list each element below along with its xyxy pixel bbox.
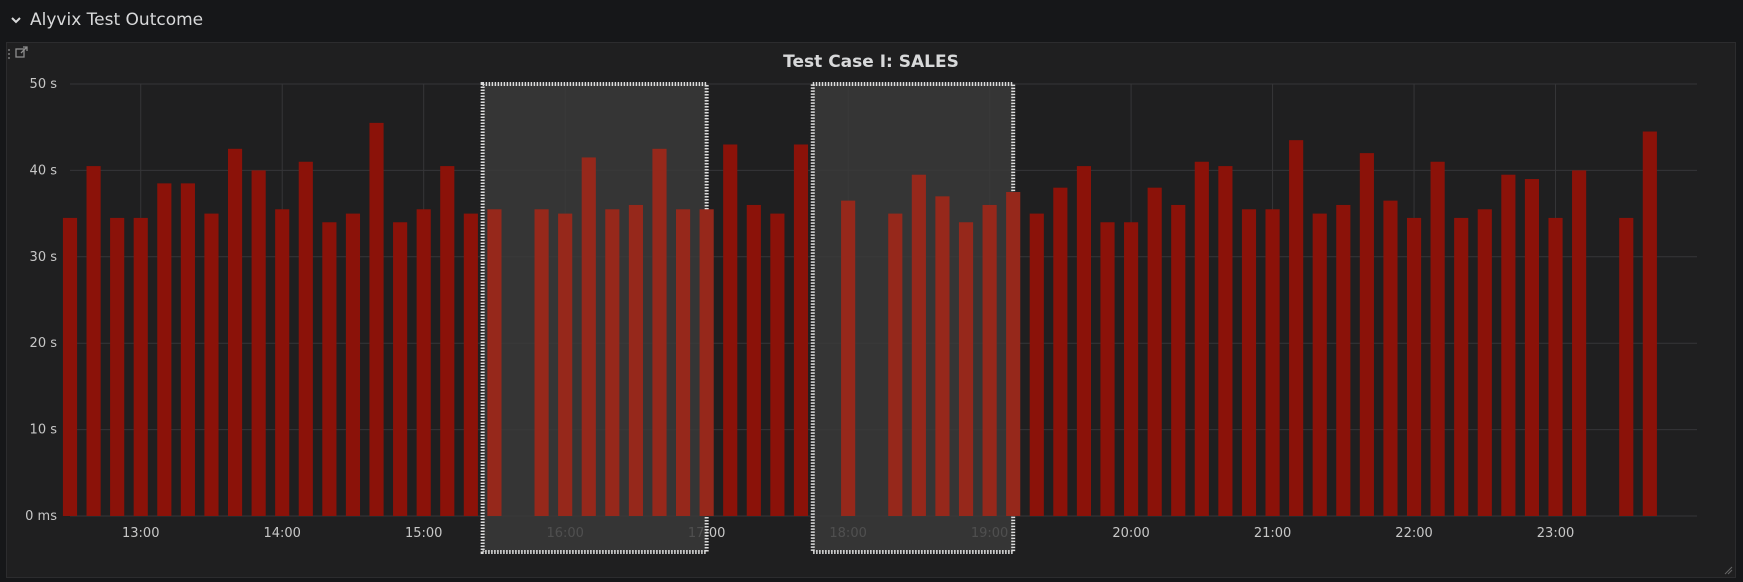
bar[interactable]: [982, 204, 997, 516]
bar[interactable]: [534, 209, 549, 516]
bar[interactable]: [1619, 217, 1634, 517]
panel-title: Test Case I: SALES: [783, 52, 959, 72]
bar[interactable]: [227, 148, 243, 517]
bar[interactable]: [298, 161, 313, 516]
drag-handle-icon[interactable]: [7, 47, 13, 61]
bar[interactable]: [1501, 174, 1516, 516]
y-tick-label: 10 s: [30, 423, 58, 438]
bar[interactable]: [841, 200, 856, 516]
x-tick-label: 23:00: [1537, 526, 1574, 541]
y-tick-label: 50 s: [30, 77, 58, 92]
chevron-down-icon[interactable]: [10, 14, 22, 26]
bar[interactable]: [1359, 153, 1374, 516]
bar[interactable]: [440, 166, 455, 516]
bar[interactable]: [958, 222, 974, 517]
bar[interactable]: [322, 222, 337, 517]
bar[interactable]: [793, 144, 809, 517]
bar[interactable]: [369, 122, 384, 516]
bar[interactable]: [1524, 179, 1540, 517]
bar[interactable]: [1124, 222, 1139, 517]
bar[interactable]: [1642, 131, 1657, 516]
bar[interactable]: [157, 183, 172, 517]
bar[interactable]: [110, 217, 125, 517]
bar[interactable]: [251, 170, 266, 516]
bar[interactable]: [581, 157, 596, 516]
bar[interactable]: [1100, 222, 1115, 517]
x-tick-label: 14:00: [263, 526, 300, 541]
bar[interactable]: [1053, 187, 1068, 516]
bar[interactable]: [628, 204, 643, 516]
bar[interactable]: [935, 196, 950, 516]
bar[interactable]: [1029, 213, 1044, 516]
x-tick-label: 15:00: [405, 526, 442, 541]
bar[interactable]: [204, 213, 219, 516]
bar[interactable]: [1194, 161, 1209, 516]
bar[interactable]: [699, 209, 714, 516]
bar[interactable]: [675, 209, 691, 516]
x-tick-label: 21:00: [1254, 526, 1291, 541]
bar[interactable]: [911, 174, 926, 516]
bar[interactable]: [487, 209, 502, 516]
bar[interactable]: [746, 204, 761, 516]
bar[interactable]: [345, 213, 361, 516]
bar[interactable]: [1406, 217, 1422, 517]
bar[interactable]: [1383, 200, 1398, 516]
bar[interactable]: [652, 148, 667, 517]
row-header[interactable]: Alyvix Test Outcome: [0, 0, 1743, 40]
bar[interactable]: [1454, 217, 1469, 517]
bar[interactable]: [1218, 166, 1233, 516]
bar[interactable]: [605, 209, 620, 516]
bar[interactable]: [723, 144, 738, 517]
bar[interactable]: [463, 213, 478, 516]
bar[interactable]: [1312, 213, 1327, 516]
y-tick-label: 20 s: [30, 336, 58, 351]
bar[interactable]: [1265, 209, 1280, 516]
bar[interactable]: [558, 213, 573, 516]
bar[interactable]: [1147, 187, 1162, 516]
y-tick-label: 40 s: [30, 163, 58, 178]
bar[interactable]: [1289, 140, 1304, 516]
x-tick-label: 13:00: [122, 526, 159, 541]
bar[interactable]: [86, 166, 101, 516]
bar[interactable]: [1430, 161, 1445, 516]
row-title[interactable]: Alyvix Test Outcome: [30, 10, 204, 30]
bar[interactable]: [62, 217, 78, 517]
bar[interactable]: [1171, 204, 1186, 516]
bar[interactable]: [1006, 192, 1021, 516]
x-tick-label: 20:00: [1112, 526, 1149, 541]
bar[interactable]: [1548, 217, 1563, 517]
bar[interactable]: [275, 209, 290, 516]
bar[interactable]: [1477, 209, 1492, 516]
bar[interactable]: [393, 222, 408, 517]
bar[interactable]: [1336, 204, 1351, 516]
bar[interactable]: [133, 217, 148, 517]
bar[interactable]: [180, 183, 195, 517]
bar[interactable]: [1076, 166, 1092, 516]
bar[interactable]: [770, 213, 785, 516]
bar[interactable]: [1572, 170, 1587, 516]
bar[interactable]: [1241, 209, 1257, 516]
external-link-icon[interactable]: [15, 45, 29, 59]
y-tick-label: 0 ms: [25, 509, 57, 524]
resize-handle-icon[interactable]: [1723, 565, 1733, 575]
bar[interactable]: [416, 209, 431, 516]
bar[interactable]: [888, 213, 903, 516]
y-tick-label: 30 s: [30, 250, 58, 265]
x-tick-label: 22:00: [1395, 526, 1432, 541]
